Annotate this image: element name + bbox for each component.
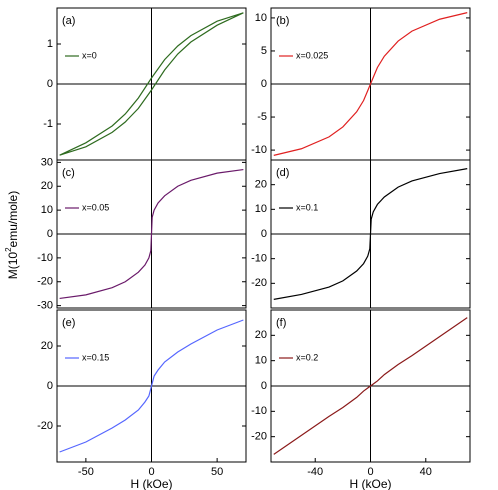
y-tick-label: -10 <box>37 252 53 264</box>
x-tick-label: 0 <box>148 466 154 478</box>
panel-label: (a) <box>62 15 75 27</box>
y-tick-label: -20 <box>251 277 267 289</box>
y-label-base: M(10 <box>6 252 20 280</box>
panel-label: (c) <box>62 167 75 179</box>
y-tick-label: 0 <box>47 380 53 392</box>
y-tick-label: -10 <box>251 253 267 265</box>
data-line <box>273 317 468 455</box>
x-axis-label: H (kOe) <box>350 477 392 490</box>
y-tick-label: -30 <box>37 300 53 312</box>
x-axis-label: H (kOe) <box>131 477 173 490</box>
y-tick-label: 20 <box>41 340 53 352</box>
x-tick-label: -40 <box>307 466 323 478</box>
y-label-unit: emu/mole) <box>6 191 20 248</box>
x-tick-label: 50 <box>211 466 223 478</box>
y-tick-label: -5 <box>257 111 267 123</box>
y-tick-label: -20 <box>37 276 53 288</box>
panel-label: (e) <box>62 317 75 329</box>
legend-label: x=0.1 <box>296 202 318 212</box>
data-line <box>59 12 244 156</box>
y-tick-label: 10 <box>255 203 267 215</box>
y-tick-label: 0 <box>261 228 267 240</box>
y-tick-label: 20 <box>255 329 267 341</box>
y-tick-label: -10 <box>251 144 267 156</box>
y-tick-label: 5 <box>261 45 267 57</box>
y-tick-label: 0 <box>47 78 53 90</box>
panel-label: (d) <box>276 167 289 179</box>
x-tick-label: 40 <box>420 466 432 478</box>
y-tick-label: 20 <box>255 179 267 191</box>
y-tick-label: -10 <box>251 405 267 417</box>
y-axis-label: M(102emu/mole) <box>4 191 20 279</box>
x-tick-label: 0 <box>367 466 373 478</box>
y-tick-label: 20 <box>41 180 53 192</box>
y-tick-label: -20 <box>251 431 267 443</box>
y-tick-label: 10 <box>255 12 267 24</box>
data-line <box>59 168 244 300</box>
panel-label: (b) <box>276 15 289 27</box>
legend-label: x=0 <box>82 50 97 60</box>
y-tick-label: -20 <box>37 420 53 432</box>
y-tick-label: 0 <box>47 228 53 240</box>
y-tick-label: 10 <box>255 355 267 367</box>
legend-label: x=0.15 <box>82 352 109 362</box>
data-line <box>59 319 244 453</box>
x-tick-label: -50 <box>78 466 94 478</box>
data-line <box>273 168 468 300</box>
legend-label: x=0.025 <box>296 50 328 60</box>
y-label-sup: 2 <box>4 247 13 252</box>
data-line <box>273 12 468 156</box>
y-tick-label: 0 <box>261 78 267 90</box>
y-tick-label: 1 <box>47 38 53 50</box>
y-tick-label: 0 <box>261 380 267 392</box>
y-tick-label: 30 <box>41 156 53 168</box>
legend-label: x=0.05 <box>82 202 109 212</box>
panel-label: (f) <box>276 317 286 329</box>
y-tick-label: -1 <box>43 118 53 130</box>
y-tick-label: 10 <box>41 204 53 216</box>
legend-label: x=0.2 <box>296 352 318 362</box>
